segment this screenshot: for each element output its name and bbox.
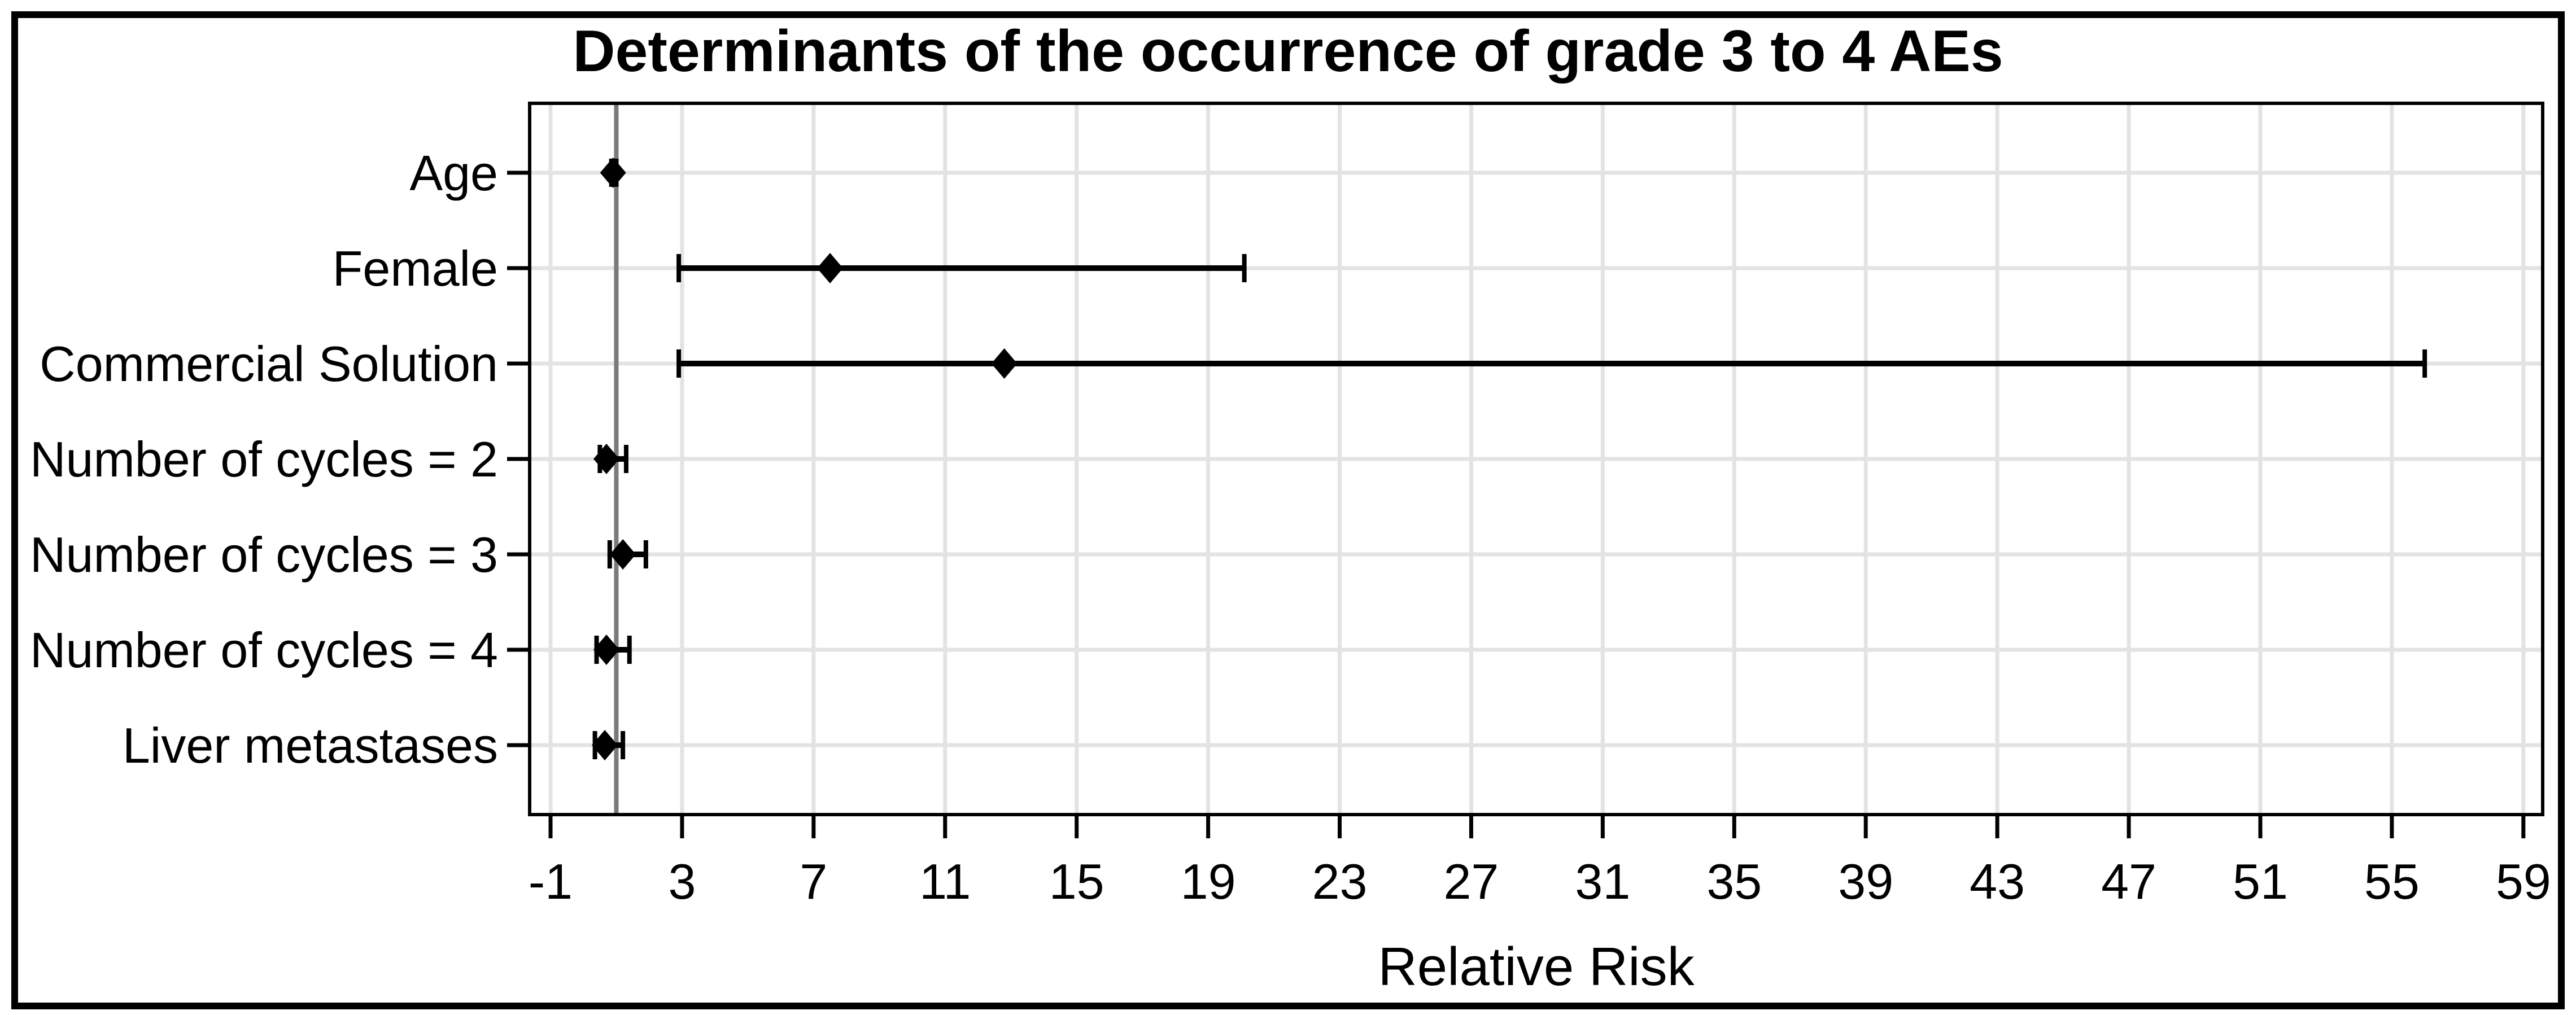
x-tick-label: 3 bbox=[668, 854, 696, 909]
rr-diamond-marker bbox=[991, 348, 1018, 379]
rr-diamond-marker bbox=[600, 158, 626, 188]
x-tick-label: 55 bbox=[2364, 854, 2420, 909]
x-tick-label: 51 bbox=[2233, 854, 2288, 909]
x-tick-label: 47 bbox=[2101, 854, 2156, 909]
category-label: Number of cycles = 4 bbox=[30, 622, 498, 678]
x-axis-label: Relative Risk bbox=[1378, 937, 1695, 997]
rr-diamond-marker bbox=[593, 444, 619, 474]
rr-diamond-marker bbox=[592, 730, 618, 760]
x-tick-label: 27 bbox=[1443, 854, 1499, 909]
category-label: Commercial Solution bbox=[40, 336, 498, 392]
x-tick-label: 43 bbox=[1970, 854, 2025, 909]
rr-diamond-marker bbox=[817, 253, 843, 283]
x-tick-label: 11 bbox=[919, 854, 971, 909]
category-label: Age bbox=[409, 145, 498, 201]
category-label: Liver metastases bbox=[123, 718, 498, 773]
x-tick-label: -1 bbox=[529, 854, 573, 909]
category-label: Number of cycles = 3 bbox=[30, 527, 498, 583]
x-tick-label: 35 bbox=[1706, 854, 1762, 909]
x-tick-label: 23 bbox=[1312, 854, 1368, 909]
rr-diamond-marker bbox=[610, 539, 636, 570]
x-tick-label: 15 bbox=[1049, 854, 1104, 909]
x-tick-label: 59 bbox=[2496, 854, 2551, 909]
figure-border bbox=[11, 11, 2565, 1009]
x-tick-label: 39 bbox=[1838, 854, 1893, 909]
rr-diamond-marker bbox=[593, 635, 619, 665]
x-tick-label: 19 bbox=[1181, 854, 1236, 909]
category-label: Number of cycles = 2 bbox=[30, 431, 498, 487]
category-label: Female bbox=[333, 240, 498, 296]
x-tick-label: 31 bbox=[1575, 854, 1630, 909]
x-tick-label: 7 bbox=[800, 854, 827, 909]
chart-title: Determinants of the occurrence of grade … bbox=[573, 19, 2003, 84]
